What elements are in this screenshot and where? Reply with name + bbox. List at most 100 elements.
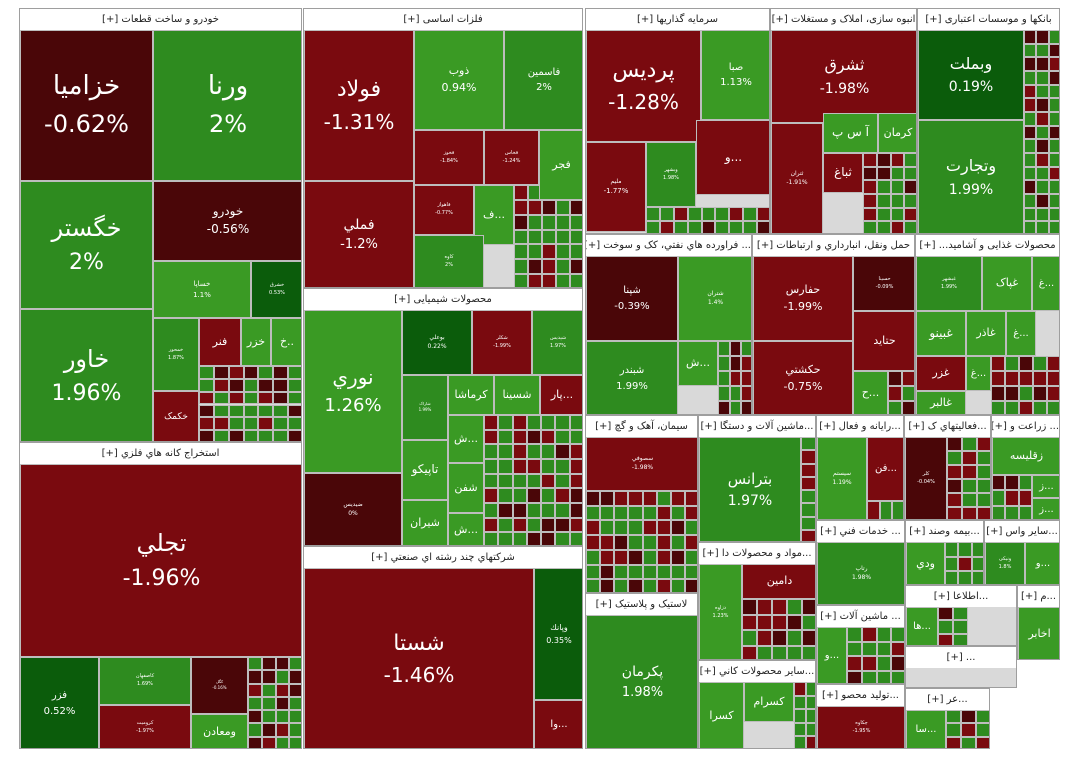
stock-tile[interactable]: بوعلي 0.22% <box>402 310 472 375</box>
stock-tile[interactable]: خساپا 1.1% <box>153 261 251 318</box>
stock-tile[interactable]: خمحور 1.87% <box>153 318 199 391</box>
stock-tile[interactable]: فولاد -1.31% <box>304 30 414 181</box>
sector-header[interactable]: ... ماشین آلات [+] <box>817 606 904 627</box>
stock-tile[interactable]: شتران 1.4% <box>678 256 751 341</box>
stock-tile[interactable]: شفن <box>448 463 484 513</box>
stock-tile[interactable]: شپنا -0.39% <box>586 256 678 341</box>
stock-tile[interactable]: حتاید <box>853 311 914 371</box>
stock-tile[interactable]: شکلر -1.99% <box>472 310 532 375</box>
sector-header[interactable]: ... فراورده هاي نفتي، کک و سوخت [+] <box>586 235 751 256</box>
stock-tile[interactable]: غپاک <box>982 256 1032 311</box>
stock-tile[interactable]: ش... <box>448 513 484 545</box>
stock-tile[interactable]: حکشتي -0.75% <box>753 341 853 414</box>
stock-tile[interactable]: شیران <box>402 500 448 545</box>
stock-tile[interactable]: غ... <box>966 356 991 391</box>
stock-tile[interactable]: ثشرق -1.98% <box>771 30 916 123</box>
sector-header[interactable]: ... زراعت و [+] <box>992 416 1059 437</box>
sector-header[interactable]: ...ماشین آلات و دستگا [+] <box>699 416 815 437</box>
stock-tile[interactable]: شاراک 1.99% <box>402 375 448 440</box>
stock-tile[interactable]: کگل -0.16% <box>191 657 248 714</box>
stock-tile[interactable]: اخابر <box>1018 607 1059 659</box>
sector-header[interactable]: فلزات اساسی [+] <box>304 9 582 30</box>
stock-tile[interactable]: خزامیا -0.62% <box>20 30 153 181</box>
stock-tile[interactable]: ورنا 2% <box>153 30 301 181</box>
stock-tile[interactable]: فن... <box>867 437 903 501</box>
stock-tile[interactable]: شستا -1.46% <box>304 568 534 748</box>
stock-tile[interactable]: حفارس -1.99% <box>753 256 853 341</box>
stock-tile[interactable]: حسینا -0.09% <box>853 256 914 311</box>
stock-tile[interactable]: ز... <box>1032 498 1059 519</box>
sector-header[interactable]: شرکتهاي چند رشته اي صنعتي [+] <box>304 547 582 568</box>
stock-tile[interactable]: کاصفهان 1.69% <box>99 657 191 705</box>
sector-header[interactable]: انبوه سازی، املاک و مستغلات [+] <box>771 9 916 30</box>
stock-tile[interactable]: کرماشا <box>448 375 494 415</box>
stock-tile[interactable]: ذوب 0.94% <box>414 30 504 130</box>
stock-tile[interactable]: غ... <box>1006 311 1036 356</box>
stock-tile[interactable]: تاپیکو <box>402 440 448 500</box>
sector-header[interactable]: ...اطلاعا [+] <box>906 586 1016 607</box>
stock-tile[interactable]: غزر <box>916 356 966 391</box>
sector-header[interactable]: ... [+] <box>906 647 1016 668</box>
stock-tile[interactable]: پکرمان 1.98% <box>586 615 697 748</box>
sector-header[interactable]: ...عر [+] <box>906 689 989 710</box>
stock-tile[interactable]: وبشهر 1.98% <box>646 142 696 207</box>
stock-tile[interactable]: کسرام <box>744 682 794 722</box>
sector-header[interactable]: محصولات شیمیایی [+] <box>304 289 582 310</box>
stock-tile[interactable]: غاذر <box>966 311 1006 356</box>
stock-tile[interactable]: شبندر 1.99% <box>586 341 678 414</box>
stock-tile[interactable]: و... <box>817 627 847 683</box>
stock-tile[interactable]: کسرا <box>699 682 744 748</box>
stock-tile[interactable]: کلر -0.04% <box>905 437 947 519</box>
stock-tile[interactable]: خکمک <box>153 391 199 441</box>
stock-tile[interactable]: بترانس 1.97% <box>699 437 801 541</box>
stock-tile[interactable]: سا... <box>906 710 946 748</box>
stock-tile[interactable]: وپانك 0.35% <box>534 568 582 700</box>
stock-tile[interactable]: فاهواز -0.77% <box>414 185 474 235</box>
stock-tile[interactable]: شسینا <box>494 375 540 415</box>
stock-tile[interactable]: وا... <box>534 700 582 748</box>
stock-tile[interactable]: ها... <box>906 607 938 645</box>
stock-tile[interactable]: ش... <box>678 341 718 386</box>
stock-tile[interactable]: فنر <box>199 318 241 366</box>
stock-tile[interactable]: ضیدیس 0% <box>304 473 402 545</box>
stock-tile[interactable]: سیستم 1.19% <box>817 437 867 519</box>
sector-header[interactable]: ...فعالیتهاي ک [+] <box>905 416 990 437</box>
sector-header[interactable]: ...تولید محصو [+] <box>817 685 904 706</box>
stock-tile[interactable]: ثتران -1.91% <box>771 123 823 233</box>
stock-tile[interactable]: خگستر 2% <box>20 181 153 309</box>
sector-header[interactable]: لاستیک و پلاستیک [+] <box>586 594 697 615</box>
sector-header[interactable]: حمل ونقل، انبارداري و ارتباطات [+] <box>753 235 914 256</box>
stock-tile[interactable]: غالبر <box>916 391 966 414</box>
stock-tile[interactable]: فجر <box>539 130 582 200</box>
stock-tile[interactable]: پردیس -1.28% <box>586 30 701 142</box>
stock-tile[interactable]: ومعادن <box>191 714 248 748</box>
sector-header[interactable]: ...مواد و محصولات دا [+] <box>699 543 815 564</box>
stock-tile[interactable]: نوري 1.26% <box>304 310 402 473</box>
stock-tile[interactable]: ش... <box>448 415 484 463</box>
stock-tile[interactable]: ح... <box>853 371 888 414</box>
sector-header[interactable]: ...سایر واس [+] <box>985 521 1059 542</box>
stock-tile[interactable]: صبا 1.13% <box>701 30 769 120</box>
stock-tile[interactable]: دزاوه 1.23% <box>699 564 742 659</box>
stock-tile[interactable]: خ.. <box>271 318 301 366</box>
stock-tile[interactable]: کرمان <box>878 113 916 153</box>
stock-tile[interactable]: ز... <box>1032 475 1059 498</box>
stock-tile[interactable]: زقلیسه <box>992 437 1059 475</box>
stock-tile[interactable]: وبملت 0.19% <box>918 30 1024 120</box>
stock-tile[interactable]: کاوه 2% <box>414 235 484 287</box>
stock-tile[interactable]: ملیم -1.77% <box>586 142 646 232</box>
stock-tile[interactable]: پار... <box>540 375 582 415</box>
stock-tile[interactable]: غبینو <box>916 311 966 356</box>
stock-tile[interactable]: فزر 0.52% <box>20 657 99 748</box>
stock-tile[interactable]: خاور 1.96% <box>20 309 153 441</box>
stock-tile[interactable]: ودي <box>906 542 945 584</box>
stock-tile[interactable]: و... <box>1025 542 1059 584</box>
stock-tile[interactable]: خزر <box>241 318 271 366</box>
stock-tile[interactable]: غبشهر 1.99% <box>916 256 982 311</box>
stock-tile[interactable]: تجلي -1.96% <box>20 464 301 657</box>
stock-tile[interactable]: رتاپ 1.98% <box>817 542 904 604</box>
stock-tile[interactable]: دامین <box>742 564 815 599</box>
sector-header[interactable]: خودرو و ساخت قطعات [+] <box>20 9 301 30</box>
stock-tile[interactable]: فخوز -1.84% <box>414 130 484 185</box>
sector-header[interactable]: استخراج کانه هاي فلزي [+] <box>20 443 301 464</box>
